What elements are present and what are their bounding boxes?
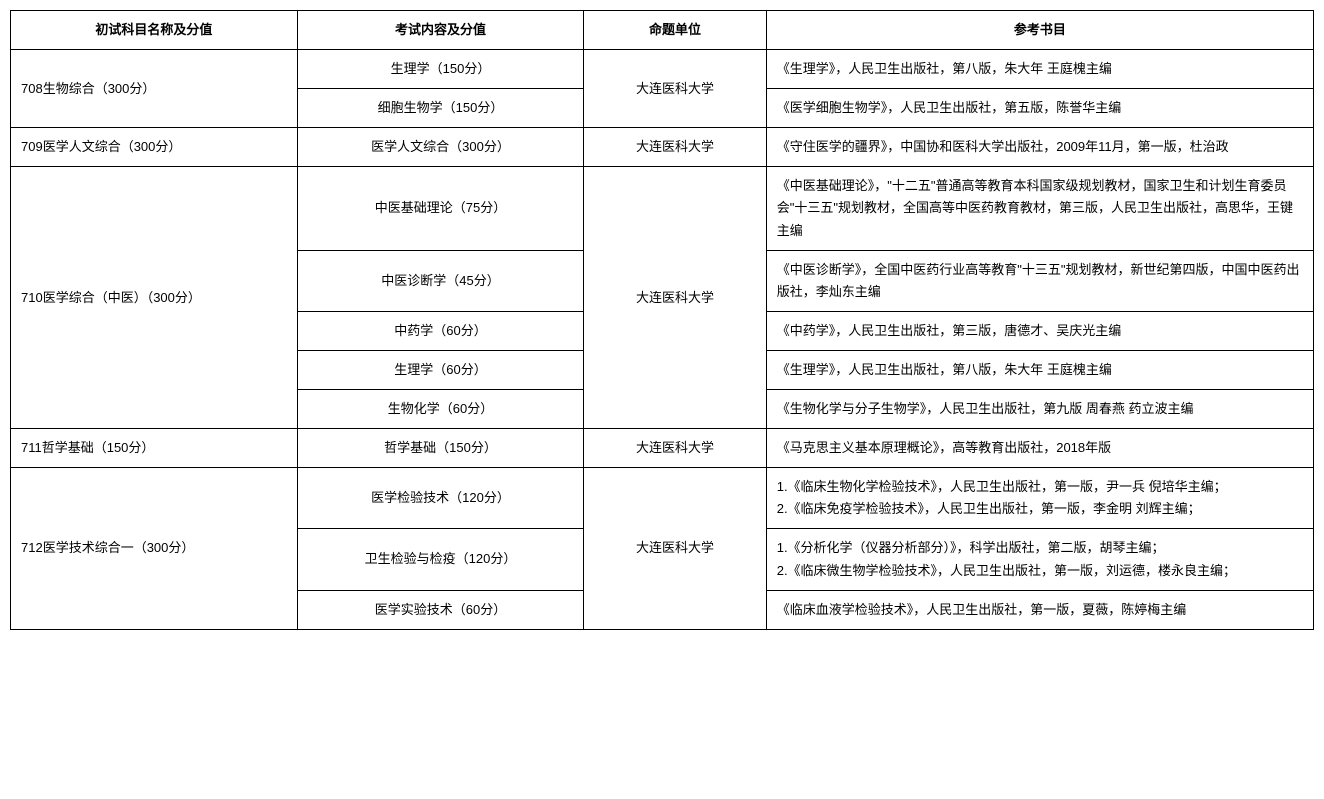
cell-unit: 大连医科大学 <box>584 128 766 167</box>
cell-content: 卫生检验与检疫（120分） <box>297 529 584 590</box>
cell-subject: 711哲学基础（150分） <box>11 429 298 468</box>
table-body: 708生物综合（300分）生理学（150分）大连医科大学《生理学》，人民卫生出版… <box>11 50 1314 630</box>
cell-unit: 大连医科大学 <box>584 429 766 468</box>
cell-unit: 大连医科大学 <box>584 167 766 429</box>
cell-reference: 《临床血液学检验技术》，人民卫生出版社，第一版，夏薇，陈婷梅主编 <box>766 590 1313 629</box>
cell-content: 生物化学（60分） <box>297 390 584 429</box>
cell-reference: 《中医基础理论》，"十二五"普通高等教育本科国家级规划教材，国家卫生和计划生育委… <box>766 167 1313 250</box>
header-subject: 初试科目名称及分值 <box>11 11 298 50</box>
cell-content: 细胞生物学（150分） <box>297 89 584 128</box>
table-header-row: 初试科目名称及分值 考试内容及分值 命题单位 参考书目 <box>11 11 1314 50</box>
cell-content: 医学人文综合（300分） <box>297 128 584 167</box>
cell-reference: 《马克思主义基本原理概论》，高等教育出版社，2018年版 <box>766 429 1313 468</box>
cell-unit: 大连医科大学 <box>584 468 766 629</box>
table-row: 710医学综合（中医）（300分）中医基础理论（75分）大连医科大学《中医基础理… <box>11 167 1314 250</box>
cell-content: 生理学（150分） <box>297 50 584 89</box>
cell-subject: 708生物综合（300分） <box>11 50 298 128</box>
table-row: 712医学技术综合一（300分）医学检验技术（120分）大连医科大学1.《临床生… <box>11 468 1314 529</box>
cell-subject: 710医学综合（中医）（300分） <box>11 167 298 429</box>
cell-reference: 《中医诊断学》，全国中医药行业高等教育"十三五"规划教材，新世纪第四版，中国中医… <box>766 250 1313 311</box>
cell-reference: 《医学细胞生物学》，人民卫生出版社，第五版，陈誉华主编 <box>766 89 1313 128</box>
cell-unit: 大连医科大学 <box>584 50 766 128</box>
cell-reference: 1.《分析化学（仪器分析部分）》，科学出版社，第二版，胡琴主编； 2.《临床微生… <box>766 529 1313 590</box>
cell-reference: 1.《临床生物化学检验技术》，人民卫生出版社，第一版，尹一兵 倪培华主编； 2.… <box>766 468 1313 529</box>
cell-reference: 《生理学》，人民卫生出版社，第八版，朱大年 王庭槐主编 <box>766 50 1313 89</box>
cell-content: 中医诊断学（45分） <box>297 250 584 311</box>
table-row: 711哲学基础（150分）哲学基础（150分）大连医科大学《马克思主义基本原理概… <box>11 429 1314 468</box>
cell-reference: 《生物化学与分子生物学》，人民卫生出版社，第九版 周春燕 药立波主编 <box>766 390 1313 429</box>
header-content: 考试内容及分值 <box>297 11 584 50</box>
exam-subjects-table: 初试科目名称及分值 考试内容及分值 命题单位 参考书目 708生物综合（300分… <box>10 10 1314 630</box>
cell-subject: 709医学人文综合（300分） <box>11 128 298 167</box>
cell-content: 医学检验技术（120分） <box>297 468 584 529</box>
cell-reference: 《守住医学的疆界》，中国协和医科大学出版社，2009年11月，第一版，杜治政 <box>766 128 1313 167</box>
table-row: 708生物综合（300分）生理学（150分）大连医科大学《生理学》，人民卫生出版… <box>11 50 1314 89</box>
cell-content: 中药学（60分） <box>297 311 584 350</box>
cell-content: 中医基础理论（75分） <box>297 167 584 250</box>
cell-subject: 712医学技术综合一（300分） <box>11 468 298 629</box>
table-row: 709医学人文综合（300分）医学人文综合（300分）大连医科大学《守住医学的疆… <box>11 128 1314 167</box>
header-reference: 参考书目 <box>766 11 1313 50</box>
header-unit: 命题单位 <box>584 11 766 50</box>
cell-reference: 《生理学》，人民卫生出版社，第八版，朱大年 王庭槐主编 <box>766 350 1313 389</box>
cell-content: 医学实验技术（60分） <box>297 590 584 629</box>
cell-content: 生理学（60分） <box>297 350 584 389</box>
cell-reference: 《中药学》，人民卫生出版社，第三版，唐德才、吴庆光主编 <box>766 311 1313 350</box>
cell-content: 哲学基础（150分） <box>297 429 584 468</box>
